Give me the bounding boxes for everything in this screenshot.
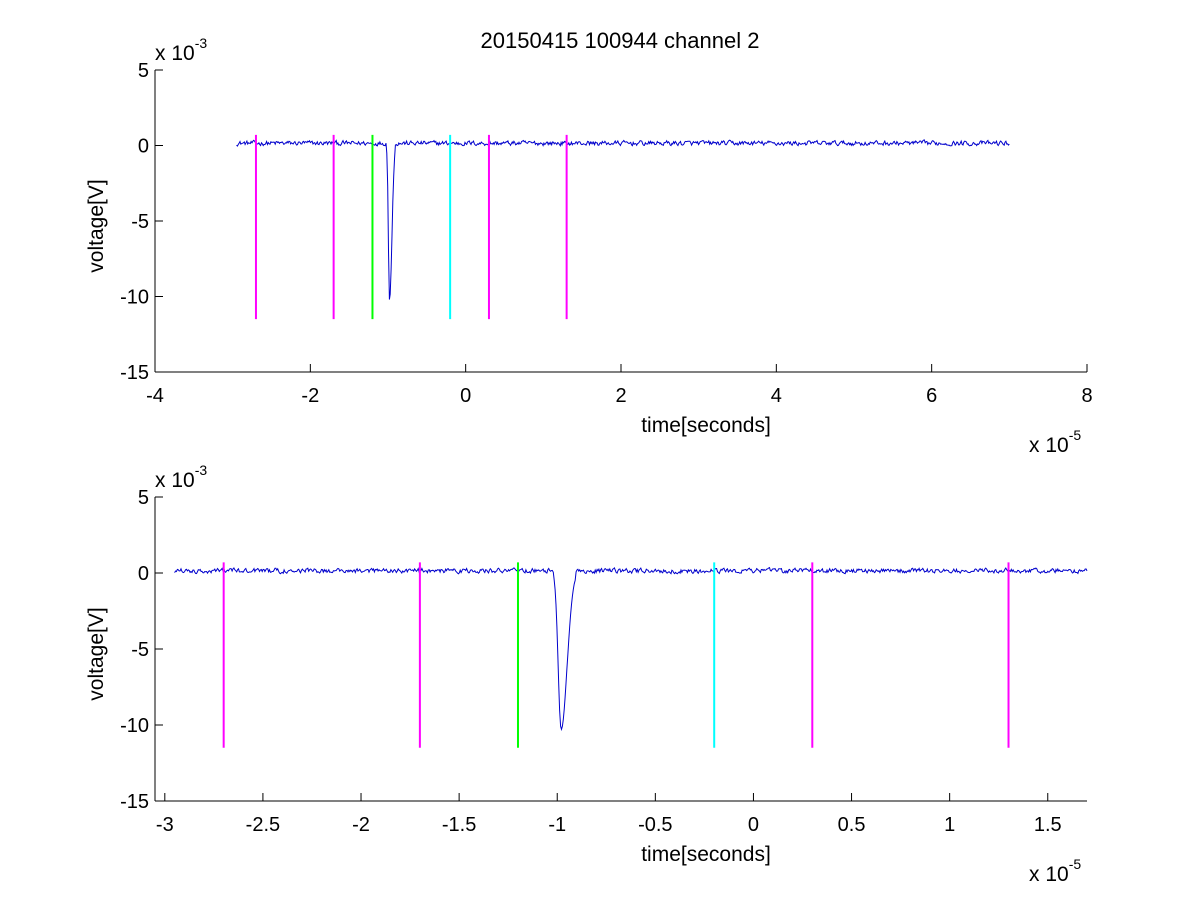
x-tick-label: -1.5 (442, 814, 476, 836)
y-multiplier: x 10-3 (155, 35, 207, 65)
x-tick-label: 0 (460, 385, 471, 407)
plot-top: -4 -2 0 2 4 6 8 -15 -10 -5 0 5 time[seconds] voltage[… (85, 35, 1093, 457)
x-tick-label: -2.5 (246, 814, 280, 836)
y-axis-label: voltage[V] (85, 607, 108, 700)
y-multiplier-exponent: -3 (195, 35, 208, 51)
x-tick-label: 6 (926, 385, 937, 407)
y-tick-label: -5 (131, 211, 149, 233)
y-tick-label: -15 (120, 362, 149, 384)
chart-title: 20150415 100944 channel 2 (481, 28, 760, 53)
signal-line (174, 566, 1088, 732)
y-tick-label: 5 (138, 60, 149, 82)
x-tick-label: 4 (771, 385, 782, 407)
signal-line (236, 139, 1010, 300)
y-tick-label: -10 (120, 715, 149, 737)
y-tick-label: 0 (138, 563, 149, 585)
x-multiplier: x 10-5 (1029, 856, 1081, 886)
x-axis-label: time[seconds] (641, 843, 771, 866)
x-tick-label: -2 (301, 385, 319, 407)
y-tick-label: -15 (120, 791, 149, 813)
x-tick-label: 0.5 (838, 814, 866, 836)
x-multiplier-base: x 10 (1029, 434, 1069, 457)
x-tick-label: -1 (548, 814, 566, 836)
y-tick-label: -10 (120, 287, 149, 309)
x-multiplier-exponent: -5 (1069, 427, 1082, 443)
x-tick-label: 1 (944, 814, 955, 836)
y-tick-label: -5 (131, 639, 149, 661)
x-tick-label: -0.5 (638, 814, 672, 836)
x-multiplier: x 10-5 (1029, 427, 1081, 457)
x-tick-label: 0 (748, 814, 759, 836)
x-tick-label: 8 (1081, 385, 1092, 407)
x-tick-label: -4 (146, 385, 164, 407)
y-multiplier-exponent: -3 (195, 462, 208, 478)
y-tick-label: 5 (138, 487, 149, 509)
y-axis-label: voltage[V] (85, 179, 108, 272)
plot-bottom: -3 -2.5 -2 -1.5 -1 -0.5 0 0.5 1 1.5 -15 -10 -5 0 5 time… (85, 462, 1088, 886)
y-tick-label: 0 (138, 136, 149, 158)
y-multiplier-base: x 10 (155, 469, 195, 492)
x-tick-label: 1.5 (1034, 814, 1062, 836)
x-axis-label: time[seconds] (641, 414, 771, 437)
x-tick-label: -2 (352, 814, 370, 836)
x-tick-label: 2 (615, 385, 626, 407)
x-multiplier-exponent: -5 (1069, 856, 1082, 872)
y-multiplier: x 10-3 (155, 462, 207, 492)
x-multiplier-base: x 10 (1029, 863, 1069, 886)
x-tick-label: -3 (156, 814, 174, 836)
y-multiplier-base: x 10 (155, 42, 195, 65)
